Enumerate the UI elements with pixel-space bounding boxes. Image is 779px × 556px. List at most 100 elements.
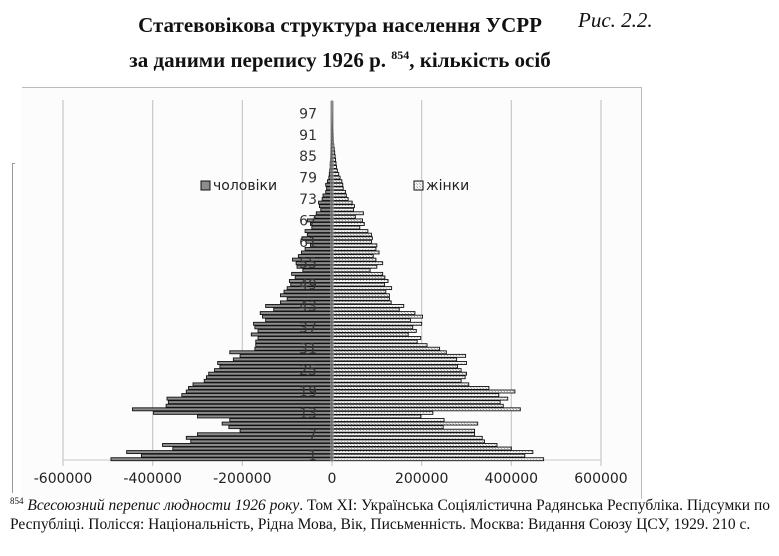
x-axis-labels: -600000 -400000 -200000 0 200000 400000 600000 [34,471,628,487]
female-bar [331,321,423,326]
age-label: 91 [299,128,317,144]
female-bar [331,279,389,283]
age-label: 43 [299,299,317,315]
female-bar [331,339,418,344]
title-line-1: Статевовікова структура населення УСРР [138,13,542,37]
female-bar [331,418,445,422]
footnote-text: . Том XI: Українська Соціялістична Радян… [10,497,771,534]
male-bar [110,457,333,462]
male-bar [257,328,333,333]
x-tick-label: 400000 [485,471,538,487]
female-bar [331,307,400,312]
x-tick-label: -400000 [123,471,182,487]
male-bar [255,339,333,344]
margin-rule [12,163,13,493]
female-bar [331,293,390,298]
female-bar [331,336,422,340]
age-label: 61 [299,235,317,251]
male-bar [315,211,333,216]
male-bar [162,443,333,447]
female-bar [331,304,405,308]
female-bar [331,450,534,455]
age-labels: 1 7 13 19 25 31 37 43 49 55 61 67 73 79 85 91 97 [299,106,317,464]
female-bar [331,275,386,280]
male-bar [221,421,333,426]
female-bar [331,268,371,273]
figure-title: Статевовікова структура населення УСРР з… [60,10,620,75]
male-bar [259,311,333,316]
footnote-number: 854 [10,496,24,506]
margin-rule-tick [12,163,15,164]
male-bar [301,250,333,255]
male-bar [318,200,333,205]
female-bar [331,403,504,408]
female-bar [331,364,458,369]
male-bar [257,336,333,340]
female-bar [331,435,483,440]
age-label: 49 [299,278,317,294]
legend-label-male: чоловіки [213,178,277,194]
female-bar [331,432,476,437]
male-bar [167,400,333,405]
age-label: 1 [308,449,317,465]
female-bar [331,346,441,351]
female-bar [331,393,500,397]
x-tick-label: 200000 [395,471,448,487]
footnote-reference[interactable]: 854 [391,48,410,62]
male-bar [232,357,333,362]
age-label: 19 [299,384,317,400]
age-label: 13 [299,406,317,422]
x-tick-label: 0 [328,471,337,487]
female-bar [331,439,485,444]
legend-swatch-male [200,180,211,191]
title-line-2-text: за даними перепису 1926 р. [129,48,387,72]
female-bar [331,264,378,269]
female-bar [331,300,392,305]
female-bar [331,318,411,323]
male-bar [126,450,333,455]
female-bar [331,368,462,373]
female-bar [331,239,372,244]
female-bar [331,246,377,251]
male-bar [239,353,333,358]
female-bar [331,311,416,316]
male-bar [291,271,333,276]
female-bar [331,361,467,365]
female-bar [331,250,380,255]
female-bar [331,222,365,226]
male-bar [250,332,333,337]
female-bar [331,314,424,319]
male-bar [239,428,333,433]
female-bar [331,296,390,301]
female-bar [331,343,428,348]
male-bar [304,229,333,234]
male-bar [255,343,333,348]
female-bar [331,378,462,383]
age-label: 37 [299,320,317,336]
legend-label-female: жінки [426,178,469,194]
female-bar [331,236,373,241]
female-bar [331,410,434,415]
age-label: 85 [299,149,317,165]
female-bar [331,425,444,430]
age-label: 55 [299,256,317,272]
legend-swatch-female [413,180,424,191]
female-bar [331,204,355,209]
legend: чоловіки жінки [200,178,469,194]
title-line-2: за даними перепису 1926 р. 854, кількіст… [60,40,620,75]
female-bar [331,375,466,380]
female-bar [331,211,364,216]
female-bar [331,229,369,234]
footnote: 854 Всесоюзний перепис людности 1926 рок… [10,492,770,534]
male-bar [279,293,333,298]
female-bar [331,200,353,205]
female-bar [331,385,490,390]
female-bar [331,457,545,462]
male-bar [253,321,333,326]
center-axis [330,101,334,461]
female-bar [331,353,467,358]
female-bar [331,414,422,419]
female-bar [331,286,393,291]
x-tick-label: 600000 [574,471,627,487]
